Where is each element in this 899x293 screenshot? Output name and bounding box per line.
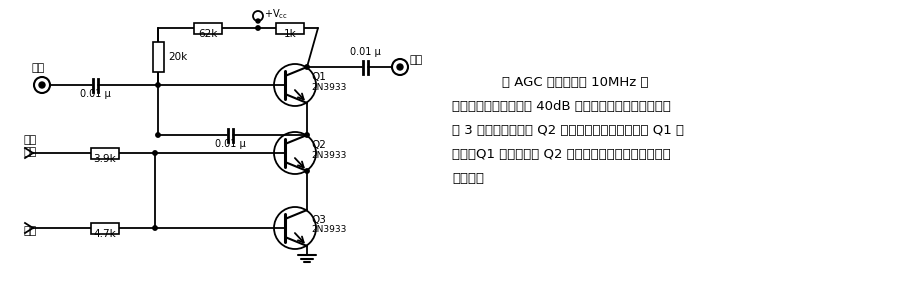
Circle shape	[305, 133, 309, 137]
Text: 内，电压控制放大器在 40dB 的增益控制范围内的相移小: 内，电压控制放大器在 40dB 的增益控制范围内的相移小	[452, 100, 671, 113]
Text: Q1: Q1	[311, 72, 325, 82]
Text: 1k: 1k	[283, 29, 297, 39]
Circle shape	[256, 19, 260, 23]
Text: 20k: 20k	[168, 52, 187, 62]
Text: 62k: 62k	[199, 29, 218, 39]
Text: 电压: 电压	[23, 147, 36, 157]
Circle shape	[156, 133, 160, 137]
Text: 输入: 输入	[31, 63, 45, 73]
Circle shape	[153, 151, 157, 155]
Bar	[276, 23, 304, 33]
Text: 4.7k: 4.7k	[93, 229, 116, 239]
Circle shape	[156, 83, 160, 87]
Circle shape	[256, 26, 260, 30]
Text: 2N3933: 2N3933	[311, 83, 346, 91]
Bar	[153, 42, 164, 71]
Text: 3.9k: 3.9k	[93, 154, 116, 164]
Text: 在 AGC 电路要求的 10MHz 以: 在 AGC 电路要求的 10MHz 以	[502, 76, 648, 89]
Circle shape	[153, 226, 157, 230]
Text: 于 3 度。电流发生器 Q2 控制宽带电阵耦合放大器 Q1 的: 于 3 度。电流发生器 Q2 控制宽带电阵耦合放大器 Q1 的	[452, 125, 684, 137]
Text: 2N3933: 2N3933	[311, 151, 346, 159]
Text: Q2: Q2	[311, 140, 325, 150]
Text: 控制: 控制	[23, 135, 36, 145]
Circle shape	[305, 169, 309, 173]
Text: 0.01 μ: 0.01 μ	[80, 89, 111, 99]
Text: 2N3933: 2N3933	[311, 226, 346, 234]
Bar	[91, 222, 119, 234]
Text: 性增加。: 性增加。	[452, 173, 484, 185]
Circle shape	[397, 64, 403, 70]
Circle shape	[39, 82, 45, 88]
Text: 偏置: 偏置	[23, 226, 36, 236]
Circle shape	[305, 65, 309, 69]
Text: 0.01 μ: 0.01 μ	[215, 139, 245, 149]
Text: 输出: 输出	[410, 55, 423, 65]
Text: +V$_{\rm cc}$: +V$_{\rm cc}$	[264, 7, 288, 21]
Text: 增益。Q1 的增益随着 Q2 基极上的正控电压的幅度成线: 增益。Q1 的增益随着 Q2 基极上的正控电压的幅度成线	[452, 149, 671, 161]
Text: 0.01 μ: 0.01 μ	[350, 47, 380, 57]
Text: Q3: Q3	[311, 215, 325, 225]
Bar	[91, 147, 119, 159]
Bar	[194, 23, 222, 33]
